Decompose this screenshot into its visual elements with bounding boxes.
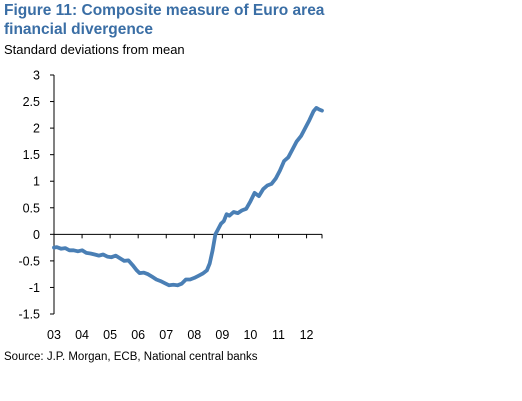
y-tick-label: 1 bbox=[33, 175, 40, 189]
x-tick-label: 04 bbox=[75, 328, 89, 342]
x-tick-label: 06 bbox=[131, 328, 145, 342]
y-tick-label: -0.5 bbox=[18, 254, 40, 268]
x-tick-label: 07 bbox=[159, 328, 173, 342]
source-note: Source: J.P. Morgan, ECB, National centr… bbox=[4, 351, 258, 363]
x-tick-label: 03 bbox=[47, 328, 61, 342]
x-tick-label: 10 bbox=[243, 328, 257, 342]
y-tick-label: -1 bbox=[29, 281, 40, 295]
x-tick-label: 05 bbox=[103, 328, 117, 342]
y-tick-label: 3 bbox=[33, 69, 40, 83]
y-tick-label: -1.5 bbox=[18, 308, 40, 322]
series-line bbox=[52, 106, 324, 288]
y-tick-label: 1.5 bbox=[23, 148, 40, 162]
x-tick-label: 08 bbox=[187, 328, 201, 342]
y-tick-label: 0.5 bbox=[23, 201, 40, 215]
x-tick-label: 09 bbox=[215, 328, 229, 342]
x-tick-label: 12 bbox=[300, 328, 314, 342]
y-tick-label: 0 bbox=[33, 228, 40, 242]
y-tick-label: 2 bbox=[33, 122, 40, 136]
series-group bbox=[52, 106, 324, 288]
x-tick-label: 11 bbox=[272, 328, 285, 342]
x-axis: 03 04 05 06 07 08 09 10 11 12 bbox=[47, 233, 323, 342]
y-tick-label: 2.5 bbox=[23, 95, 40, 109]
y-axis: -1.5 -1 -0.5 0 0.5 1 1.5 2 2.5 3 bbox=[18, 69, 55, 322]
chart-title: Figure 11: Composite measure of Euro are… bbox=[4, 2, 325, 38]
chart-subtitle: Standard deviations from mean bbox=[4, 42, 185, 57]
